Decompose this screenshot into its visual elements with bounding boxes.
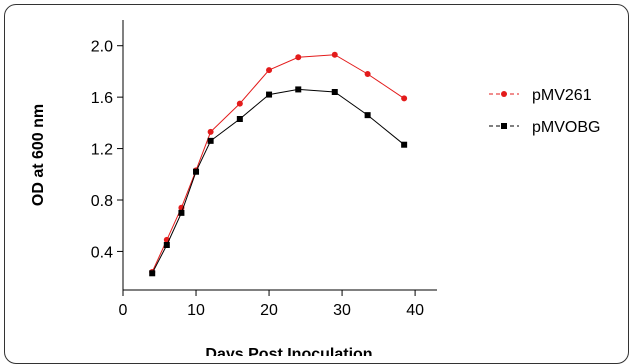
series-layer — [149, 51, 408, 277]
data-point-pMV261 — [266, 67, 273, 74]
data-point-pMVOBG — [207, 137, 214, 144]
ticks: 0.4 0.8 1.2 1.6 2.0 0 10 20 30 40 — [91, 39, 424, 319]
y-axis-title: OD at 600 nm — [30, 104, 47, 206]
legend-marker-pMVOBG — [501, 123, 507, 129]
y-tick-label: 0.8 — [91, 193, 113, 210]
x-axis-title: Days Post Inoculation — [205, 346, 372, 356]
data-point-pMVOBG — [401, 141, 408, 148]
legend-label-pMVOBG: pMVOBG — [532, 119, 600, 136]
data-point-pMVOBG — [163, 242, 170, 248]
line-chart: 0.4 0.8 1.2 1.6 2.0 0 10 20 30 40 pMV261 pMVOBG Da… — [30, 20, 600, 356]
y-tick-label: 1.6 — [91, 90, 113, 107]
y-tick-label: 2.0 — [91, 39, 113, 56]
y-tick-label: 1.2 — [91, 142, 113, 159]
legend: pMV261 pMVOBG — [489, 87, 600, 136]
x-tick-label: 0 — [119, 302, 128, 319]
legend-marker-pMV261 — [501, 91, 507, 97]
data-point-pMVOBG — [266, 91, 273, 98]
data-point-pMV261 — [295, 54, 302, 61]
x-tick-label: 30 — [333, 302, 351, 319]
series-line-pMV261 — [151, 54, 405, 273]
data-point-pMVOBG — [331, 89, 338, 95]
x-tick-label: 20 — [260, 302, 278, 319]
data-point-pMVOBG — [364, 112, 371, 119]
axes — [122, 20, 437, 291]
data-point-pMVOBG — [178, 209, 185, 216]
data-point-pMV261 — [236, 100, 243, 107]
x-tick-label: 10 — [187, 302, 205, 319]
data-point-pMV261 — [401, 95, 408, 102]
y-tick-label: 0.4 — [91, 244, 113, 261]
data-point-pMVOBG — [193, 168, 200, 175]
data-point-pMVOBG — [236, 116, 243, 122]
data-point-pMV261 — [331, 51, 338, 58]
x-tick-label: 40 — [406, 302, 424, 319]
data-point-pMV261 — [207, 128, 214, 135]
data-point-pMVOBG — [295, 86, 302, 93]
legend-label-pMV261: pMV261 — [532, 87, 592, 104]
data-point-pMV261 — [364, 71, 371, 77]
data-point-pMVOBG — [149, 270, 156, 277]
